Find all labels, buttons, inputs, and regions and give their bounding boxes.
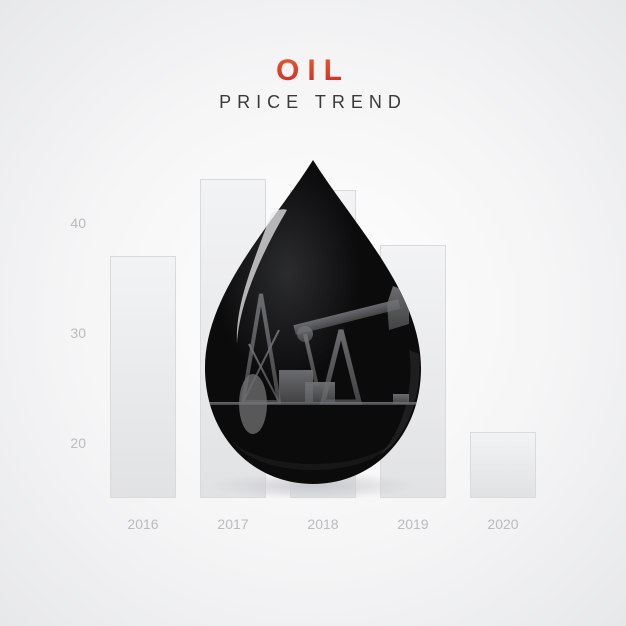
y-axis-label: 40 xyxy=(46,215,86,231)
y-axis-label: 20 xyxy=(46,435,86,451)
x-axis-label: 2017 xyxy=(217,516,248,532)
infographic-stage: OIL PRICE TREND 20 30 40 2016 2017 2018 2019 20… xyxy=(0,0,626,626)
x-axis-label: 2019 xyxy=(397,516,428,532)
bar xyxy=(470,432,536,498)
title-block: OIL PRICE TREND xyxy=(0,54,626,113)
title-sub: PRICE TREND xyxy=(0,92,626,113)
title-main: OIL xyxy=(0,54,626,88)
x-axis-label: 2016 xyxy=(127,516,158,532)
x-axis-label: 2018 xyxy=(307,516,338,532)
oil-drop-graphic xyxy=(183,154,443,500)
oil-drop xyxy=(183,154,443,500)
y-axis-label: 30 xyxy=(46,325,86,341)
bar xyxy=(110,256,176,498)
x-axis-label: 2020 xyxy=(487,516,518,532)
